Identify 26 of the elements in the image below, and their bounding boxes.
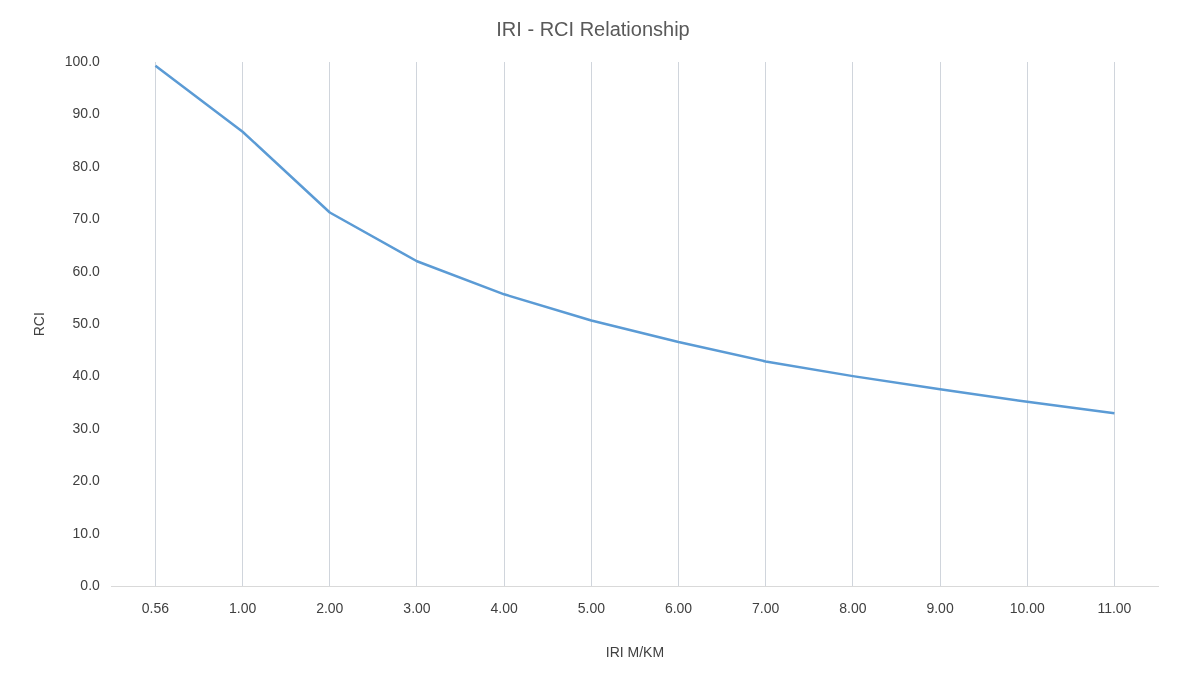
y-tick-label: 0.0 — [80, 577, 101, 594]
x-axis-title: IRI M/KM — [605, 644, 665, 661]
y-tick-label: 90.0 — [72, 105, 101, 122]
y-axis-title: RCI — [31, 312, 48, 337]
x-tick-label: 9.00 — [926, 599, 954, 616]
x-tick-label: 3.00 — [403, 599, 431, 616]
y-tick-label: 80.0 — [72, 157, 101, 174]
chart-title: IRI - RCI Relationship — [496, 17, 690, 40]
y-tick-label: 100.0 — [64, 52, 101, 69]
y-tick-label: 50.0 — [72, 315, 101, 332]
y-tick-label: 60.0 — [72, 262, 101, 279]
x-tick-label: 4.00 — [490, 599, 518, 616]
x-tick-label: 1.00 — [228, 599, 257, 616]
y-tick-label: 20.0 — [72, 472, 101, 489]
x-tick-label: 7.00 — [752, 599, 780, 616]
x-tick-label: 2.00 — [316, 599, 344, 616]
x-tick-label: 10.00 — [1009, 599, 1045, 616]
x-tick-label: 11.00 — [1097, 599, 1132, 616]
x-tick-label: 6.00 — [664, 599, 693, 616]
y-tick-label: 10.0 — [72, 524, 101, 541]
y-tick-label: 40.0 — [72, 367, 101, 384]
y-tick-label: 70.0 — [72, 210, 101, 227]
x-tick-label: 0.56 — [141, 599, 170, 616]
x-tick-label: 8.00 — [839, 599, 867, 616]
y-tick-label: 30.0 — [72, 419, 101, 436]
x-tick-label: 5.00 — [577, 599, 606, 616]
